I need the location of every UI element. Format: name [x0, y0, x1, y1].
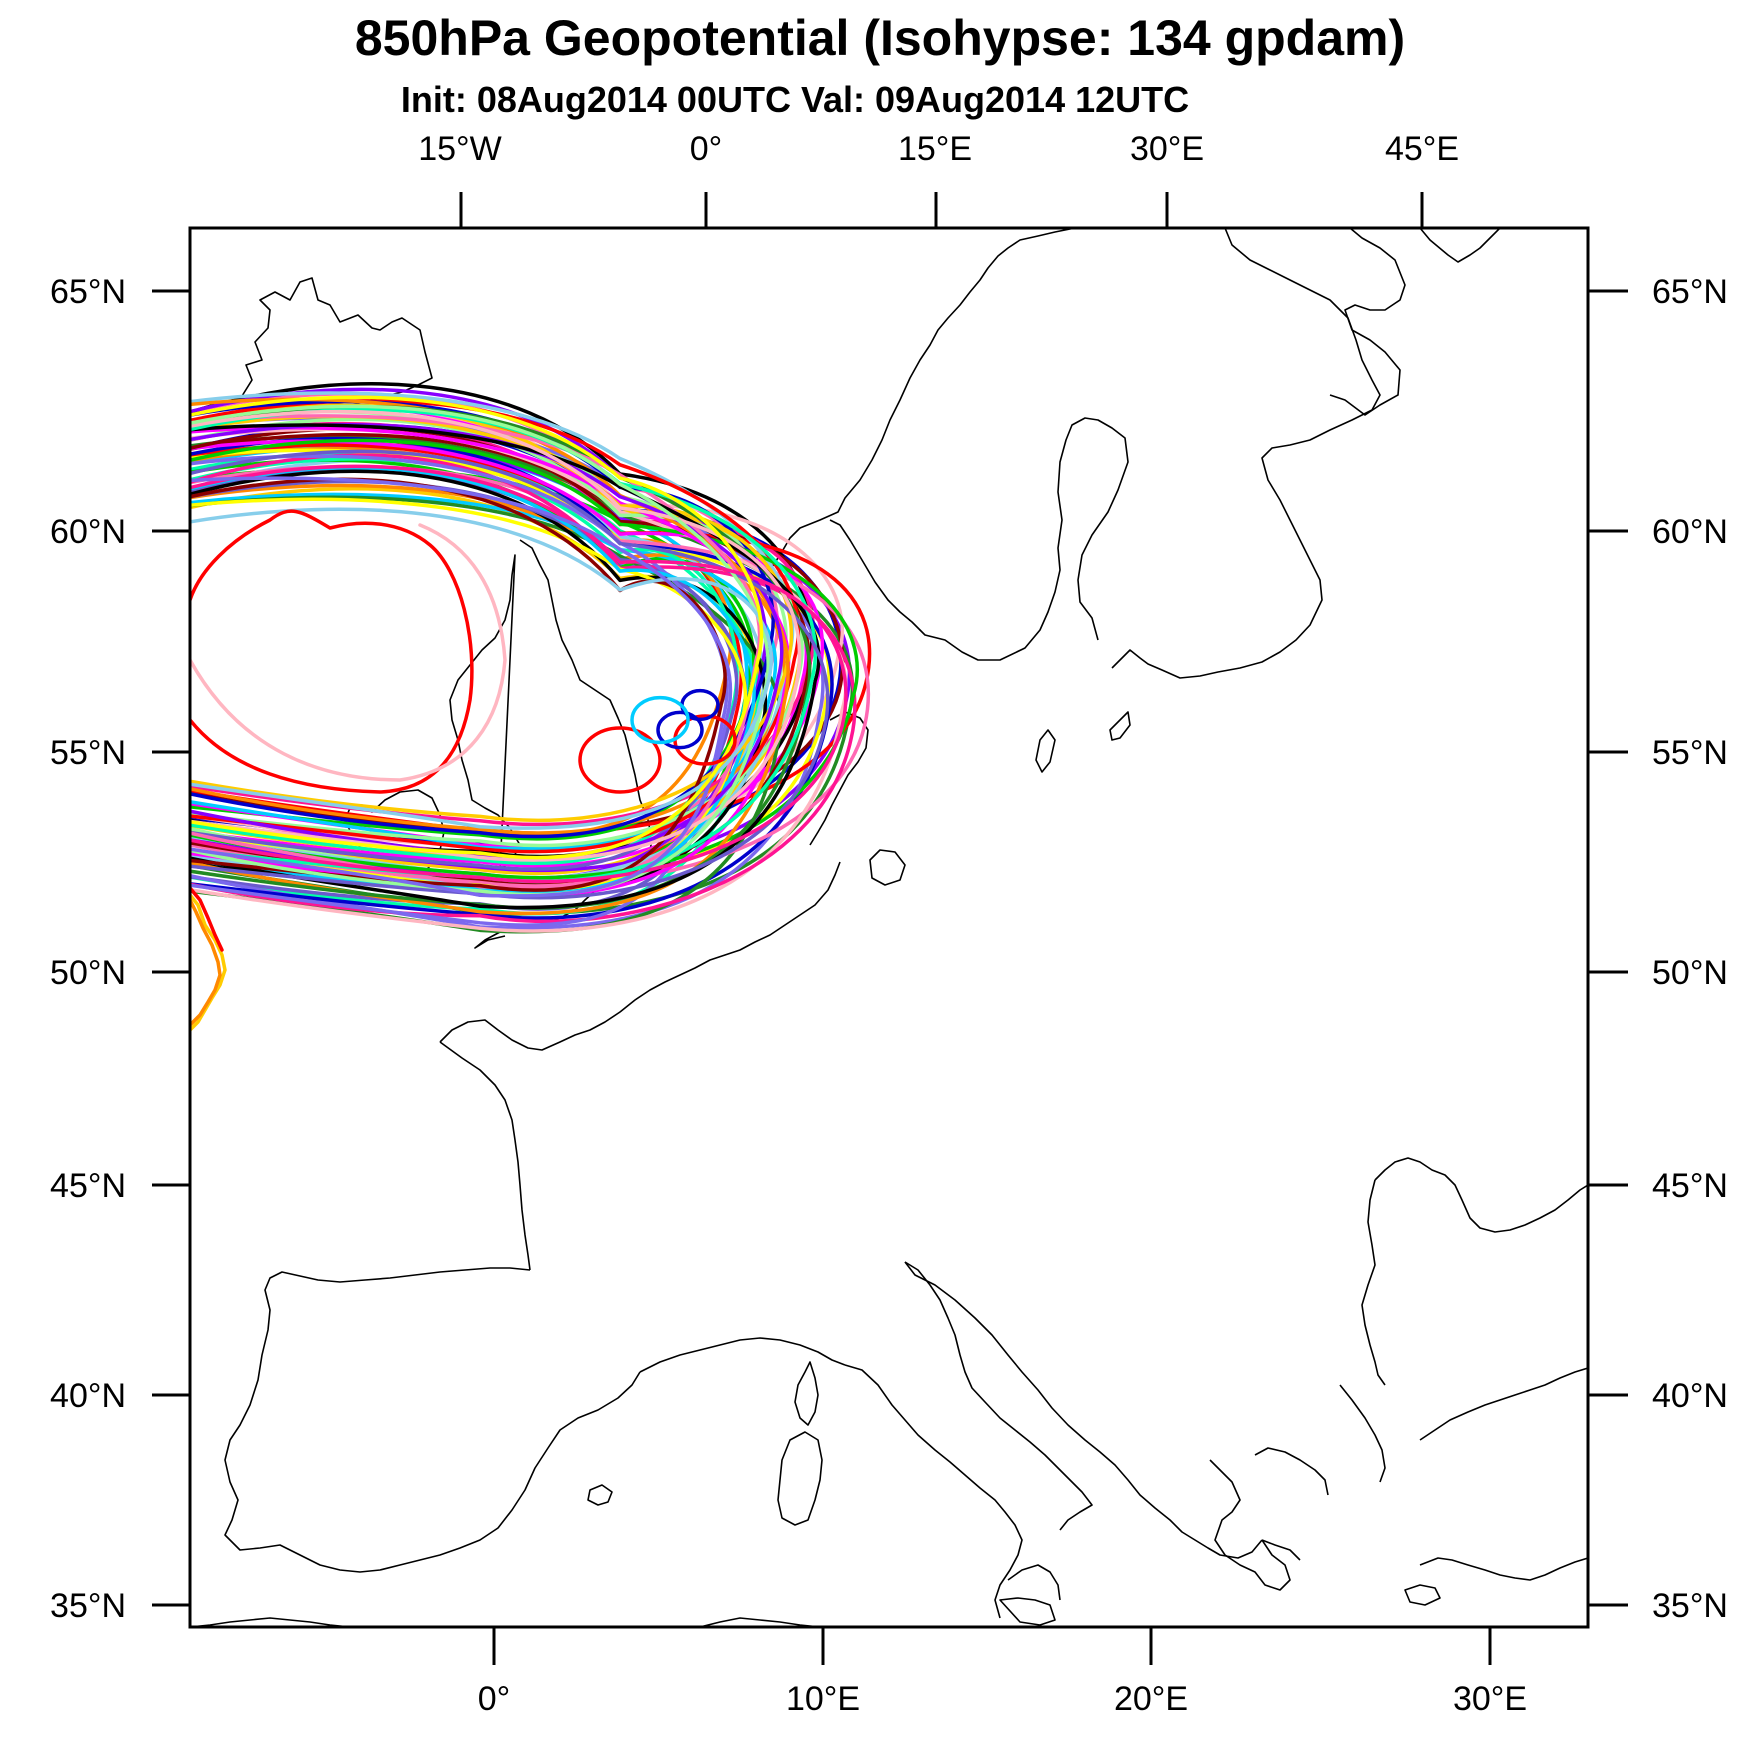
bottom-tick-label: 20°E: [1114, 1680, 1188, 1718]
isohypse-contours: [190, 382, 872, 934]
coast-scandinavia: [754, 228, 1129, 661]
top-tick-label: 0°: [690, 130, 723, 168]
coast-gotland: [1035, 729, 1056, 773]
sw-contour-fragment: [190, 886, 224, 952]
coast-oland: [1109, 711, 1131, 741]
coast-black-sea-north: [1361, 1157, 1588, 1386]
right-axis: 65°N 60°N 55°N 50°N 45°N 40°N 35°N: [1588, 273, 1728, 1625]
left-tick-label: 60°N: [50, 513, 126, 551]
sw-contour-fragment: [190, 898, 222, 1027]
coast-black-sea: [1339, 1367, 1588, 1483]
right-tick-label: 60°N: [1652, 513, 1728, 551]
ensemble-contour: [190, 438, 859, 880]
ensemble-contour: [190, 507, 773, 830]
right-tick-label: 55°N: [1652, 734, 1728, 772]
ensemble-contour-loop: [630, 695, 690, 745]
left-tick-label: 35°N: [50, 1587, 126, 1625]
ensemble-contour: [190, 492, 778, 851]
right-tick-label: 65°N: [1652, 273, 1728, 311]
bottom-axis: 0° 10°E 20°E 30°E: [478, 1627, 1527, 1718]
map-frame: [188, 226, 1590, 1629]
coast-italy: [844, 1261, 1093, 1619]
top-tick-label: 15°W: [418, 130, 502, 168]
coast-balearics: [587, 1484, 613, 1506]
ensemble-contour-loop: [578, 726, 662, 794]
coast-greece: [1209, 1447, 1329, 1591]
top-tick-label: 15°E: [898, 130, 972, 168]
coast-corsica: [794, 1361, 819, 1426]
coast-turkey-south: [1419, 1557, 1588, 1581]
left-axis: 65°N 60°N 55°N 50°N 45°N 40°N 35°N: [50, 273, 190, 1625]
sw-contour-fragments: [190, 886, 227, 1032]
coast-france-west: [439, 1041, 531, 1271]
top-axis: 15°W 0° 15°E 30°E 45°E: [418, 130, 1459, 228]
ensemble-contour: [190, 404, 808, 868]
ensemble-contour: [190, 464, 848, 884]
chart-subtitle: Init: 08Aug2014 00UTC Val: 09Aug2014 12U…: [401, 79, 1189, 120]
bottom-tick-label: 10°E: [786, 1680, 860, 1718]
right-tick-label: 50°N: [1652, 954, 1728, 992]
left-tick-label: 45°N: [50, 1167, 126, 1205]
right-tick-label: 45°N: [1652, 1167, 1728, 1205]
coast-russia-north: [1329, 228, 1501, 416]
bottom-tick-label: 0°: [478, 1680, 511, 1718]
ensemble-contour: [190, 476, 733, 898]
ensemble-contour-inner: [190, 523, 507, 782]
map-plot-area: [190, 228, 1588, 1627]
top-tick-label: 45°E: [1385, 130, 1459, 168]
coast-sardinia: [777, 1431, 823, 1526]
top-tick-label: 30°E: [1130, 130, 1204, 168]
right-tick-label: 35°N: [1652, 1587, 1728, 1625]
left-tick-label: 55°N: [50, 734, 126, 772]
ensemble-contour: [190, 464, 870, 888]
coast-france-south: [639, 1337, 846, 1373]
left-tick-label: 65°N: [50, 273, 126, 311]
ensemble-contour: [190, 423, 821, 910]
coast-crete: [1404, 1584, 1441, 1606]
coast-france-north: [439, 861, 841, 1051]
left-tick-label: 50°N: [50, 954, 126, 992]
coast-balkans: [904, 1261, 1301, 1561]
coast-iceland: [241, 277, 433, 411]
ensemble-contour-inner: [190, 509, 474, 794]
coast-sicily: [999, 1597, 1056, 1626]
coast-denmark: [809, 711, 906, 886]
ensemble-contour: [190, 395, 764, 860]
bottom-tick-label: 30°E: [1453, 1680, 1527, 1718]
ensemble-contour-loop: [656, 710, 704, 750]
coast-north-africa: [190, 1617, 821, 1627]
coast-iberia: [224, 1267, 641, 1573]
chart-title: 850hPa Geopotential (Isohypse: 134 gpdam…: [355, 10, 1405, 66]
coast-finland-west: [1111, 228, 1381, 679]
left-tick-label: 40°N: [50, 1377, 126, 1415]
ensemble-contour: [190, 449, 830, 900]
right-tick-label: 40°N: [1652, 1377, 1728, 1415]
